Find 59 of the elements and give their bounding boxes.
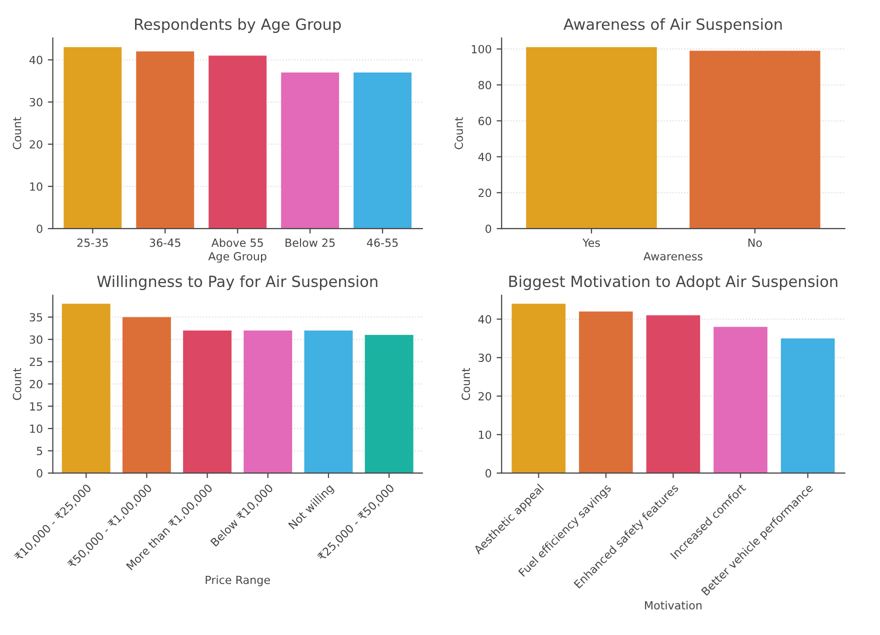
y-tick-label: 0 [36,469,42,478]
y-tick-label: 10 [30,182,42,191]
y-tick-label: 10 [30,424,42,433]
x-axis-title: Age Group [208,252,266,263]
bar [512,304,566,474]
x-tick-label: Below 25 [286,238,335,247]
x-tick-label: Above 55 [211,238,263,247]
y-tick-label: 0 [486,469,492,478]
y-tick-label: 100 [472,44,492,54]
chart-title: Awareness of Air Suspension [563,18,782,33]
y-tick-label: 30 [478,354,492,362]
bar [354,72,412,229]
y-tick-label: 5 [36,446,42,456]
y-tick-label: 20 [478,188,492,198]
x-axis-title: Awareness [643,252,702,260]
bar [122,317,171,474]
y-axis-title: Count [12,117,22,150]
bar [244,330,292,474]
bar [646,315,700,474]
y-tick-label: 20 [478,392,492,400]
x-tick-label: 25-35 [77,238,108,247]
y-axis-title: Count [454,117,463,150]
y-tick-label: 30 [30,335,42,344]
y-tick-label: 80 [478,80,492,90]
y-axis-title: Count [12,368,22,400]
bar [714,326,768,474]
y-tick-label: 0 [486,224,492,233]
bar [183,330,232,474]
y-axis-title: Count [462,368,470,400]
y-tick-label: 15 [30,402,42,411]
x-axis-title: Price Range [206,575,270,586]
y-tick-label: 60 [478,116,492,126]
bar [364,334,414,474]
bar [62,304,110,474]
bar [780,338,835,474]
y-tick-label: 20 [30,140,42,149]
x-tick-label: 46-55 [366,238,398,247]
bar [64,47,122,229]
y-tick-label: 20 [30,380,42,388]
bar [304,330,353,474]
chart-title: Willingness to Pay for Air Suspension [97,275,378,290]
x-axis-title: Motivation [645,600,702,610]
chart-title: Respondents by Age Group [135,18,341,33]
chart-title: Biggest Motivation to Adopt Air Suspension [509,275,838,290]
x-tick-label: No [748,238,762,247]
y-tick-label: 40 [478,152,492,162]
bar [578,311,633,474]
bar [208,56,267,229]
x-tick-label: Yes [582,238,600,247]
bar [281,72,340,229]
y-tick-label: 25 [30,358,42,366]
y-tick-label: 10 [478,430,492,439]
bar [136,51,194,229]
y-tick-label: 35 [30,313,42,322]
y-tick-label: 40 [478,315,492,324]
y-tick-label: 0 [36,224,42,233]
y-tick-label: 30 [30,98,42,106]
x-tick-label: 36-45 [150,238,180,247]
y-tick-label: 40 [29,56,42,64]
